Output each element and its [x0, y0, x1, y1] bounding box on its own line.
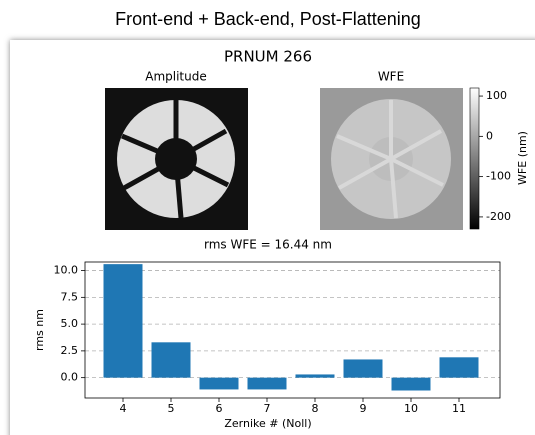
bar: [391, 377, 431, 391]
x-tick-label: 10: [404, 402, 418, 415]
colorbar-tick-label: -200: [486, 210, 511, 223]
x-tick-label: 8: [312, 402, 319, 415]
figure-title: PRNUM 266: [224, 48, 312, 66]
y-tick-label: 2.5: [61, 344, 79, 357]
page-title: Front-end + Back-end, Post-Flattening: [115, 9, 421, 29]
bar: [439, 357, 479, 378]
colorbar-tick-label: -100: [486, 170, 511, 183]
amplitude-image: [105, 88, 248, 230]
colorbar: [469, 87, 480, 230]
x-tick-label: 6: [216, 402, 223, 415]
bar: [103, 264, 143, 378]
colorbar-ticks: 100 0 -100 -200: [479, 89, 511, 223]
y-tick-label: 0.0: [61, 371, 79, 384]
bar: [295, 374, 335, 378]
x-tick-label: 7: [264, 402, 271, 415]
colorbar-tick-label: 100: [486, 89, 507, 102]
x-tick-label: 9: [360, 402, 367, 415]
y-axis-label: rms nm: [33, 309, 46, 351]
bar: [199, 377, 239, 390]
colorbar-tick-label: 0: [486, 129, 493, 142]
chart-title: rms WFE = 16.44 nm: [204, 238, 332, 252]
wfe-image: [320, 88, 463, 230]
image-title: WFE: [378, 70, 404, 84]
colorbar-label: WFE (nm): [516, 131, 529, 185]
plot: 0.0 2.5 5.0 7.5 10.0 4 5 6 7 8 9 10 11: [54, 264, 500, 415]
y-tick-label: 10.0: [54, 264, 79, 277]
y-tick-label: 7.5: [61, 290, 79, 303]
bar: [343, 359, 383, 378]
x-tick-label: 4: [120, 402, 127, 415]
x-axis-label: Zernike # (Noll): [224, 417, 311, 430]
x-tick-label: 5: [168, 402, 175, 415]
y-tick-label: 5.0: [61, 317, 79, 330]
x-tick-label: 11: [452, 402, 466, 415]
plot-frame: [84, 261, 501, 399]
image-title: Amplitude: [145, 70, 207, 84]
bar: [247, 377, 287, 390]
bar: [151, 342, 191, 378]
